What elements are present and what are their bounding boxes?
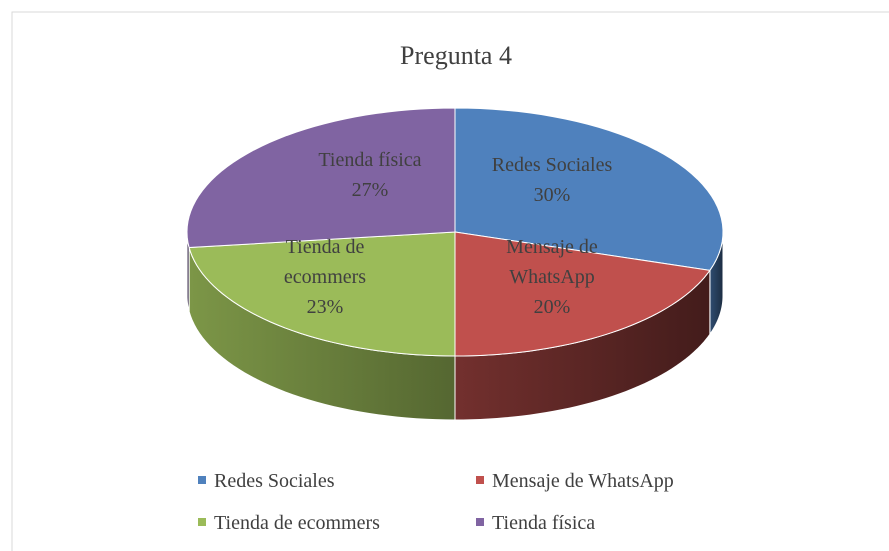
pie-slice bbox=[186, 107, 456, 249]
legend: Redes Sociales Mensaje de WhatsApp Tienda … bbox=[198, 470, 674, 534]
data-label-category: Tienda física bbox=[318, 149, 422, 171]
data-label-category: Tienda de ecommers bbox=[283, 236, 367, 288]
pie-slice bbox=[454, 107, 724, 271]
data-label-value: 27% bbox=[351, 179, 389, 201]
data-label-category: Mensaje de WhatsApp bbox=[506, 236, 598, 288]
legend-label: Redes Sociales bbox=[214, 470, 335, 492]
data-label-value: 20% bbox=[533, 296, 571, 318]
pie-slice bbox=[188, 231, 456, 357]
legend-swatch bbox=[198, 518, 206, 526]
legend-swatch bbox=[476, 518, 484, 526]
legend-swatch bbox=[198, 476, 206, 484]
legend-label: Tienda física bbox=[492, 512, 595, 534]
legend-label: Mensaje de WhatsApp bbox=[492, 470, 674, 492]
pie-slice bbox=[454, 231, 711, 357]
pie bbox=[186, 107, 724, 421]
data-label: Redes Sociales 30% bbox=[462, 150, 642, 210]
data-label-value: 23% bbox=[306, 296, 344, 318]
data-label: Tienda física 27% bbox=[280, 145, 460, 205]
pie-tops bbox=[186, 107, 724, 357]
chart-title: Pregunta 4 bbox=[400, 41, 512, 70]
data-label: Mensaje de WhatsApp 20% bbox=[492, 232, 612, 322]
data-label: Tienda de ecommers 23% bbox=[265, 232, 385, 322]
legend-label: Tienda de ecommers bbox=[214, 512, 380, 534]
data-label-category: Redes Sociales bbox=[491, 154, 613, 176]
legend-swatch bbox=[476, 476, 484, 484]
data-label-value: 30% bbox=[533, 184, 571, 206]
